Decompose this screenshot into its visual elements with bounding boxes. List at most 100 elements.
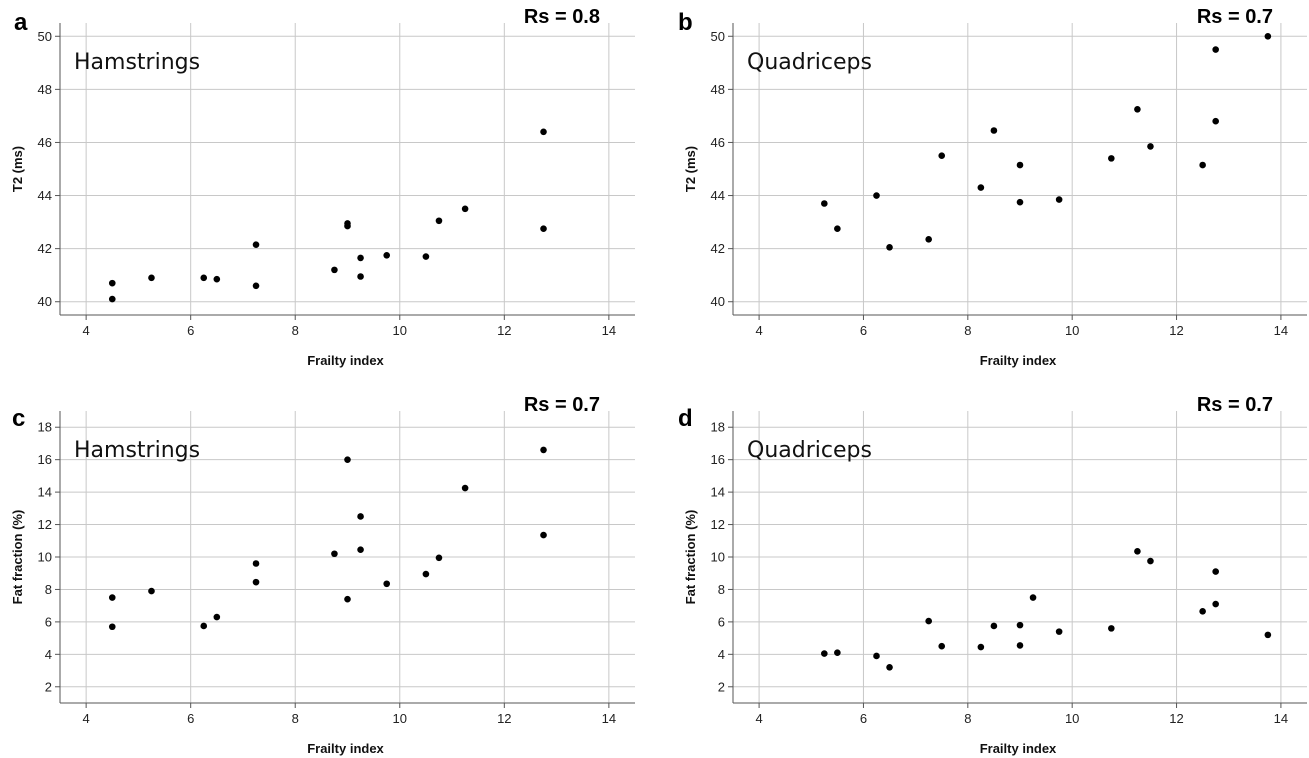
data-point xyxy=(252,578,260,586)
y-tick-label: 6 xyxy=(45,614,52,629)
data-point xyxy=(977,184,985,191)
data-point xyxy=(213,613,221,621)
data-point xyxy=(873,652,880,660)
x-tick-label: 6 xyxy=(187,711,194,726)
data-point xyxy=(938,152,946,160)
data-point xyxy=(344,595,351,603)
data-point xyxy=(1212,568,1219,575)
data-point xyxy=(540,531,547,539)
data-point xyxy=(1016,198,1024,206)
y-tick-label: 50 xyxy=(38,29,52,44)
y-tick-label: 16 xyxy=(38,452,52,467)
y-tick-label: 40 xyxy=(711,294,725,309)
data-point xyxy=(1016,642,1024,649)
y-tick-label: 46 xyxy=(38,135,52,150)
y-tick-label: 12 xyxy=(711,517,725,532)
data-point xyxy=(925,617,932,625)
data-point xyxy=(886,664,893,671)
data-point xyxy=(344,222,351,230)
data-point xyxy=(873,192,880,199)
data-point xyxy=(108,295,116,303)
data-point xyxy=(938,642,946,650)
data-point xyxy=(422,570,430,578)
x-tick-label: 12 xyxy=(497,711,511,726)
data-point xyxy=(1016,161,1024,169)
y-tick-label: 14 xyxy=(711,485,725,500)
panel-letter: d xyxy=(678,405,693,432)
x-tick-label: 14 xyxy=(1274,323,1288,338)
data-point xyxy=(834,649,841,657)
x-axis-label: Frailty index xyxy=(307,741,384,756)
y-tick-label: 8 xyxy=(45,582,52,597)
data-point xyxy=(108,594,116,601)
data-point xyxy=(540,225,547,233)
x-tick-label: 8 xyxy=(292,711,299,726)
data-point xyxy=(252,241,260,248)
y-tick-label: 10 xyxy=(711,550,725,565)
correlation-annotation: Rs = 0.7 xyxy=(524,394,600,416)
data-point xyxy=(1055,628,1063,635)
data-point xyxy=(357,254,364,262)
data-point xyxy=(383,580,391,588)
y-tick-label: 42 xyxy=(38,241,52,256)
y-tick-label: 44 xyxy=(711,188,725,203)
y-tick-label: 12 xyxy=(38,517,52,532)
y-tick-label: 18 xyxy=(38,420,52,435)
data-point xyxy=(1199,608,1206,615)
x-tick-label: 14 xyxy=(602,711,616,726)
chart-panel-c: 4 6 8 10 12 14 2 4 6 8 10 12 14 16 18 Frailty index Fat … xyxy=(10,394,635,756)
y-axis-label: T2 (ms) xyxy=(683,146,698,192)
data-point xyxy=(435,217,443,225)
x-tick-label: 12 xyxy=(497,323,511,338)
panel-letter: a xyxy=(14,9,28,36)
y-tick-label: 2 xyxy=(718,679,725,694)
x-axis-label: Frailty index xyxy=(980,741,1057,756)
x-tick-label: 10 xyxy=(393,323,407,338)
y-tick-label: 2 xyxy=(45,679,52,694)
data-point xyxy=(834,225,841,233)
y-tick-label: 48 xyxy=(38,82,52,97)
data-point xyxy=(213,275,221,283)
correlation-annotation: Rs = 0.7 xyxy=(1197,394,1273,416)
data-point xyxy=(422,253,430,260)
data-point xyxy=(1212,46,1219,53)
data-point xyxy=(990,127,998,134)
data-point xyxy=(148,587,155,595)
data-point xyxy=(1212,117,1219,125)
y-tick-label: 18 xyxy=(711,420,725,435)
data-point xyxy=(331,550,338,558)
muscle-title: Quadriceps xyxy=(747,438,872,463)
x-tick-label: 8 xyxy=(964,323,971,338)
x-tick-label: 14 xyxy=(1274,711,1288,726)
y-tick-label: 8 xyxy=(718,582,725,597)
data-point xyxy=(540,446,547,454)
x-axis-label: Frailty index xyxy=(980,353,1057,368)
data-point xyxy=(886,244,893,251)
data-point xyxy=(108,279,116,287)
panel-letter: c xyxy=(12,405,25,432)
y-tick-label: 44 xyxy=(38,188,52,203)
data-point xyxy=(331,266,338,274)
data-point xyxy=(1147,557,1154,565)
y-tick-label: 16 xyxy=(711,452,725,467)
data-point xyxy=(383,251,391,259)
y-tick-label: 4 xyxy=(718,647,725,662)
x-tick-label: 6 xyxy=(860,711,867,726)
data-point xyxy=(990,622,998,630)
x-tick-label: 4 xyxy=(755,323,762,338)
data-point xyxy=(1264,32,1272,40)
data-point xyxy=(1055,196,1063,203)
data-point xyxy=(435,554,443,562)
x-tick-label: 10 xyxy=(1065,711,1079,726)
data-point xyxy=(1108,625,1115,632)
data-point xyxy=(108,623,116,631)
data-point xyxy=(357,546,364,553)
data-point xyxy=(200,274,208,282)
x-tick-label: 12 xyxy=(1169,711,1183,726)
y-tick-label: 40 xyxy=(38,294,52,309)
y-axis-label: Fat fraction (%) xyxy=(10,510,25,605)
x-tick-label: 4 xyxy=(83,323,90,338)
y-tick-label: 48 xyxy=(711,82,725,97)
